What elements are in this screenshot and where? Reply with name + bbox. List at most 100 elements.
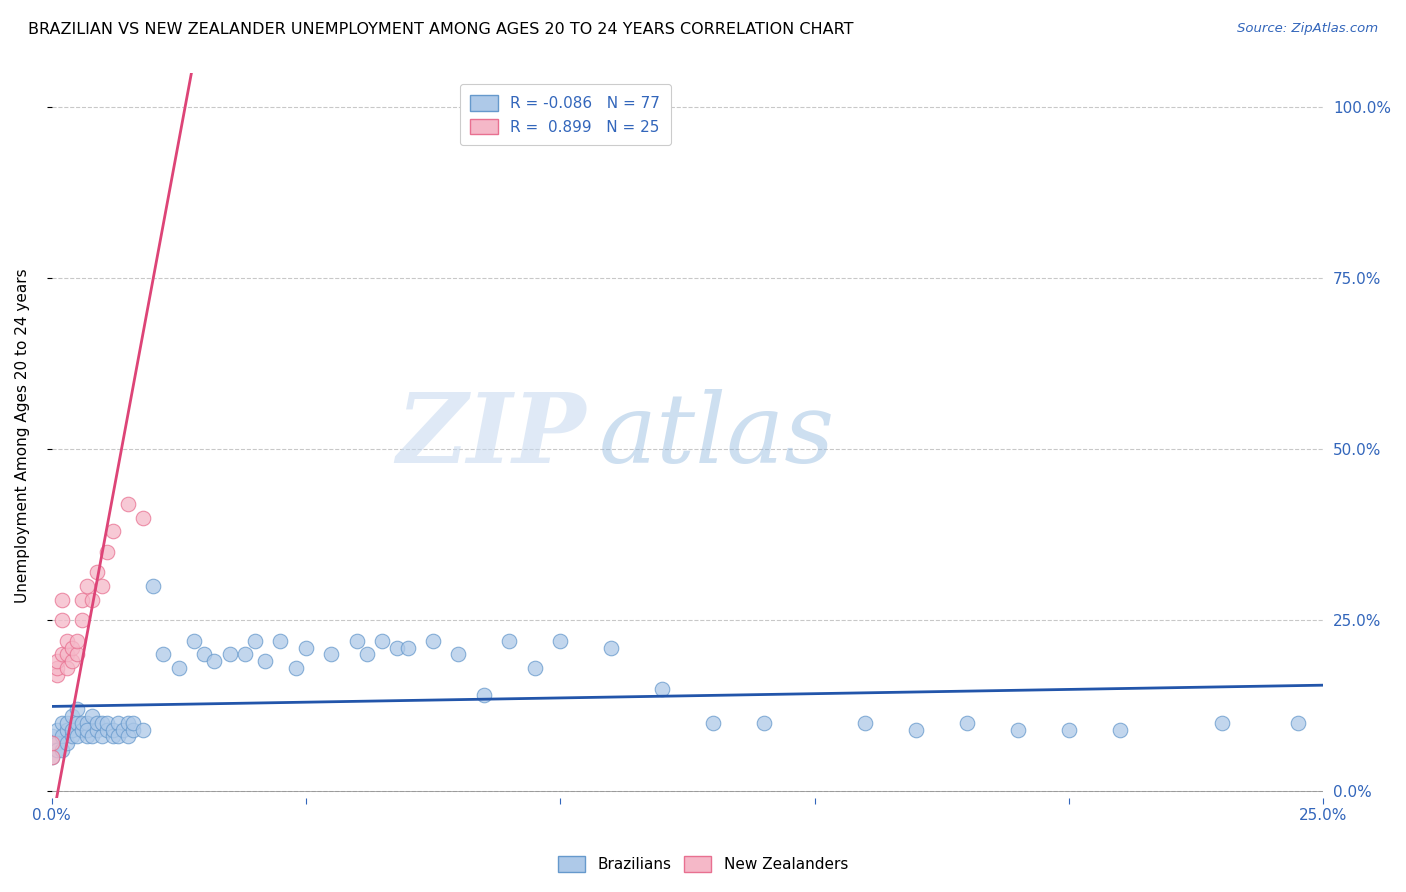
Point bbox=[142, 579, 165, 593]
Text: atlas: atlas bbox=[599, 389, 835, 483]
Point bbox=[86, 715, 108, 730]
Point bbox=[70, 613, 93, 627]
Point bbox=[45, 668, 67, 682]
Point bbox=[56, 648, 79, 662]
Point bbox=[447, 648, 470, 662]
Point bbox=[60, 730, 83, 744]
Text: Source: ZipAtlas.com: Source: ZipAtlas.com bbox=[1237, 22, 1378, 36]
Point bbox=[600, 640, 623, 655]
Point bbox=[41, 750, 63, 764]
Point bbox=[51, 715, 73, 730]
Point bbox=[96, 715, 118, 730]
Point bbox=[1007, 723, 1029, 737]
Point bbox=[56, 736, 79, 750]
Point bbox=[122, 723, 145, 737]
Point bbox=[86, 723, 108, 737]
Point bbox=[107, 730, 129, 744]
Point bbox=[66, 730, 89, 744]
Point bbox=[284, 661, 307, 675]
Point bbox=[91, 579, 114, 593]
Point bbox=[51, 613, 73, 627]
Point bbox=[41, 730, 63, 744]
Point bbox=[422, 633, 444, 648]
Point bbox=[472, 689, 495, 703]
Point bbox=[96, 545, 118, 559]
Point bbox=[51, 648, 73, 662]
Point bbox=[523, 661, 546, 675]
Point bbox=[76, 723, 98, 737]
Point bbox=[152, 648, 174, 662]
Point bbox=[371, 633, 394, 648]
Point bbox=[346, 633, 368, 648]
Point bbox=[956, 715, 979, 730]
Point bbox=[396, 640, 419, 655]
Point bbox=[233, 648, 256, 662]
Point bbox=[269, 633, 291, 648]
Text: ZIP: ZIP bbox=[396, 389, 586, 483]
Point bbox=[167, 661, 190, 675]
Point bbox=[60, 709, 83, 723]
Point bbox=[96, 723, 118, 737]
Point bbox=[1211, 715, 1233, 730]
Legend: R = -0.086   N = 77, R =  0.899   N = 25: R = -0.086 N = 77, R = 0.899 N = 25 bbox=[460, 84, 671, 145]
Point bbox=[66, 702, 89, 716]
Point bbox=[60, 654, 83, 668]
Point bbox=[66, 715, 89, 730]
Point bbox=[86, 566, 108, 580]
Point bbox=[117, 715, 139, 730]
Point bbox=[218, 648, 240, 662]
Point bbox=[45, 661, 67, 675]
Point bbox=[45, 736, 67, 750]
Point bbox=[101, 730, 124, 744]
Point bbox=[56, 723, 79, 737]
Point bbox=[45, 654, 67, 668]
Point bbox=[70, 715, 93, 730]
Point bbox=[321, 648, 343, 662]
Point bbox=[91, 715, 114, 730]
Point bbox=[1286, 715, 1309, 730]
Point bbox=[193, 648, 215, 662]
Legend: Brazilians, New Zealanders: Brazilians, New Zealanders bbox=[550, 848, 856, 880]
Point bbox=[243, 633, 266, 648]
Point bbox=[254, 654, 277, 668]
Point bbox=[60, 640, 83, 655]
Point bbox=[548, 633, 571, 648]
Point bbox=[117, 730, 139, 744]
Point bbox=[41, 736, 63, 750]
Point bbox=[122, 715, 145, 730]
Point bbox=[101, 723, 124, 737]
Point bbox=[76, 730, 98, 744]
Point bbox=[45, 723, 67, 737]
Point bbox=[702, 715, 724, 730]
Point bbox=[202, 654, 225, 668]
Text: BRAZILIAN VS NEW ZEALANDER UNEMPLOYMENT AMONG AGES 20 TO 24 YEARS CORRELATION CH: BRAZILIAN VS NEW ZEALANDER UNEMPLOYMENT … bbox=[28, 22, 853, 37]
Point bbox=[752, 715, 775, 730]
Point bbox=[51, 730, 73, 744]
Point bbox=[56, 633, 79, 648]
Point bbox=[76, 579, 98, 593]
Point bbox=[91, 730, 114, 744]
Point bbox=[132, 510, 155, 524]
Point bbox=[905, 723, 928, 737]
Point bbox=[111, 723, 134, 737]
Point bbox=[356, 648, 378, 662]
Point bbox=[41, 750, 63, 764]
Y-axis label: Unemployment Among Ages 20 to 24 years: Unemployment Among Ages 20 to 24 years bbox=[15, 268, 30, 603]
Point bbox=[295, 640, 318, 655]
Point bbox=[132, 723, 155, 737]
Point bbox=[82, 709, 104, 723]
Point bbox=[45, 743, 67, 757]
Point bbox=[51, 743, 73, 757]
Point bbox=[66, 633, 89, 648]
Point bbox=[117, 497, 139, 511]
Point bbox=[60, 723, 83, 737]
Point bbox=[498, 633, 520, 648]
Point bbox=[82, 592, 104, 607]
Point bbox=[76, 715, 98, 730]
Point bbox=[1108, 723, 1130, 737]
Point bbox=[183, 633, 205, 648]
Point bbox=[56, 715, 79, 730]
Point bbox=[56, 661, 79, 675]
Point bbox=[66, 648, 89, 662]
Point bbox=[101, 524, 124, 539]
